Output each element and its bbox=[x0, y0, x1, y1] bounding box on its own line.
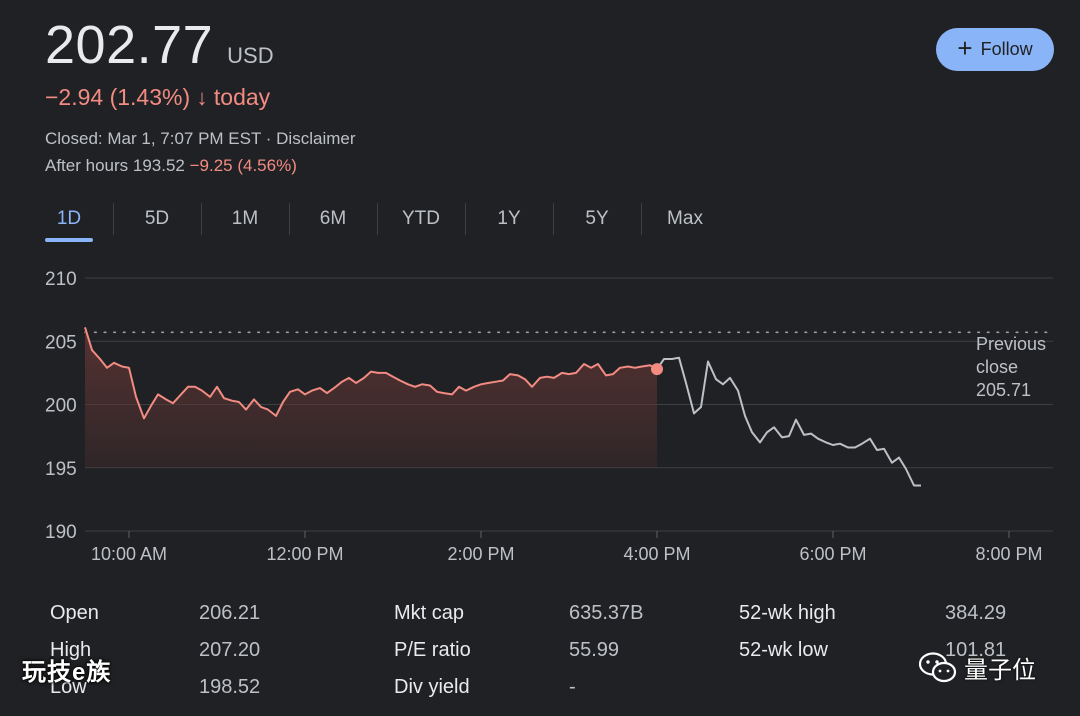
stat-high-label: High bbox=[50, 639, 92, 661]
tab-ytd[interactable]: YTD bbox=[377, 199, 465, 239]
plus-icon: + bbox=[957, 33, 973, 63]
x-tick-4: 6:00 PM bbox=[799, 544, 866, 564]
regular-session-area bbox=[85, 327, 657, 468]
previous-close-label-2: 205.71 bbox=[976, 380, 1031, 400]
watermark-right: 量子位 bbox=[918, 650, 1036, 685]
market-close-dot bbox=[651, 363, 663, 376]
stat-mktcap-value: 635.37B bbox=[569, 602, 644, 624]
market-status: Closed: Mar 1, 7:07 PM EST · Disclaimer bbox=[45, 129, 356, 149]
stat-divyield-label: Div yield bbox=[394, 676, 470, 698]
closed-text: Closed: Mar 1, 7:07 PM EST · Disclaimer bbox=[45, 129, 356, 148]
watermark-left: 玩技e族 bbox=[22, 659, 112, 686]
tab-1d[interactable]: 1D bbox=[25, 199, 113, 242]
stat-52wk-low-label: 52-wk low bbox=[739, 639, 828, 661]
after-hours-change: −9.25 (4.56%) bbox=[189, 156, 297, 175]
follow-label: Follow bbox=[980, 39, 1033, 59]
stat-52wk-high-value: 384.29 bbox=[945, 602, 1007, 624]
stat-open-value: 206.21 bbox=[199, 602, 261, 624]
y-tick-195: 195 bbox=[45, 459, 77, 480]
down-arrow-icon: ↓ bbox=[196, 85, 208, 110]
price-row: 202.77 USD bbox=[45, 14, 274, 76]
stat-mktcap-label: Mkt cap bbox=[394, 602, 465, 624]
tab-5y[interactable]: 5Y bbox=[553, 199, 641, 239]
change-value: −2.94 (1.43%) bbox=[45, 84, 191, 110]
x-tick-3: 4:00 PM bbox=[623, 544, 690, 564]
y-tick-205: 205 bbox=[45, 332, 77, 353]
stat-52wk-low-value: 101.81 bbox=[945, 639, 1007, 661]
previous-close-label-1: close bbox=[976, 357, 1018, 377]
tab-1m[interactable]: 1M bbox=[201, 199, 289, 239]
range-tabs: 1D 5D 1M 6M YTD 1Y 5Y Max bbox=[25, 199, 729, 242]
after-hours-line bbox=[656, 356, 921, 487]
stat-52wk-high-label: 52-wk high bbox=[739, 602, 836, 624]
x-tick-2: 2:00 PM bbox=[447, 544, 514, 564]
stat-low-value: 198.52 bbox=[199, 676, 261, 698]
y-tick-200: 200 bbox=[45, 396, 77, 417]
watermark-right-text: 量子位 bbox=[964, 657, 1036, 684]
currency-label: USD bbox=[227, 43, 274, 68]
tab-max[interactable]: Max bbox=[641, 199, 729, 239]
tab-1y[interactable]: 1Y bbox=[465, 199, 553, 239]
regular-session-line bbox=[84, 327, 658, 420]
tab-6m[interactable]: 6M bbox=[289, 199, 377, 239]
stat-high-value: 207.20 bbox=[199, 639, 261, 661]
tab-5d[interactable]: 5D bbox=[113, 199, 201, 239]
stat-low-label: Low bbox=[50, 676, 87, 698]
x-tick-1: 12:00 PM bbox=[266, 544, 343, 564]
y-tick-210: 210 bbox=[45, 269, 77, 290]
stat-open-label: Open bbox=[50, 602, 99, 624]
current-price: 202.77 bbox=[45, 15, 214, 75]
stat-divyield-value: - bbox=[569, 676, 576, 698]
follow-button[interactable]: + Follow bbox=[936, 28, 1054, 71]
price-chart[interactable]: 210 205 200 195 190 10:00 AM 12:00 PM 2:00 PM 4:… bbox=[0, 260, 1080, 580]
y-tick-190: 190 bbox=[45, 522, 77, 543]
after-hours: After hours 193.52 −9.25 (4.56%) bbox=[45, 156, 297, 176]
wechat-icon bbox=[918, 651, 957, 682]
x-tick-5: 8:00 PM bbox=[975, 544, 1042, 564]
previous-close-label-0: Previous bbox=[976, 334, 1046, 354]
x-tick-0: 10:00 AM bbox=[91, 544, 167, 564]
stat-pe-label: P/E ratio bbox=[394, 639, 471, 661]
after-hours-label: After hours 193.52 bbox=[45, 156, 185, 175]
stat-pe-value: 55.99 bbox=[569, 639, 620, 661]
change-period: today bbox=[213, 84, 271, 110]
price-change: −2.94 (1.43%) ↓ today bbox=[45, 84, 270, 111]
